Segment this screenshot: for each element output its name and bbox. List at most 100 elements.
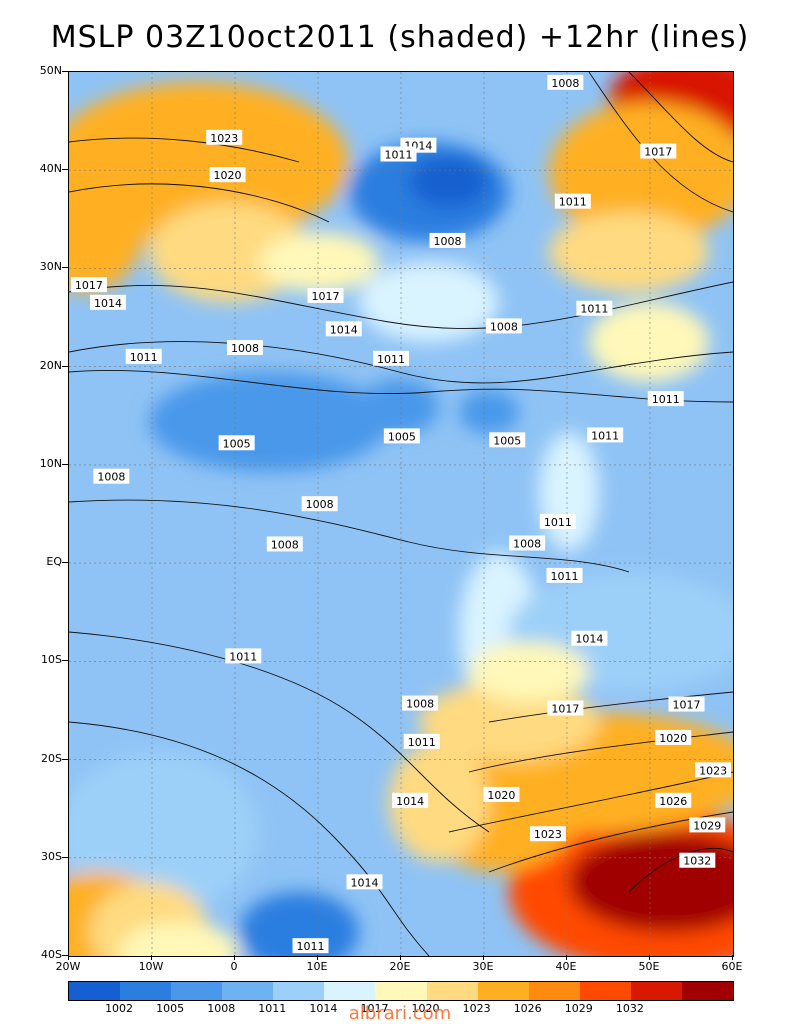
graticule — [69, 72, 733, 956]
contour-label-box — [679, 852, 716, 868]
longitude-tick — [317, 955, 318, 960]
watermark: albrari.com — [348, 1003, 452, 1024]
longitude-label: 20W — [55, 960, 81, 973]
contour-label-text: 1023 — [534, 828, 562, 841]
colorbar-segment — [375, 982, 427, 1000]
contour-label: 1014 — [392, 792, 429, 808]
latitude-label: 40S — [41, 948, 62, 961]
contour-label-box — [554, 193, 591, 209]
contour-label: 1017 — [668, 696, 705, 712]
contour-label: 1029 — [689, 817, 726, 833]
latitude-label: 50N — [39, 64, 62, 77]
latitude-label: 30S — [41, 849, 62, 863]
colorbar-segment — [273, 982, 325, 1000]
isobar-line — [69, 499, 630, 573]
contour-label-text: 1011 — [652, 393, 680, 406]
longitude-label: 40E — [555, 960, 577, 973]
contour-label-box — [307, 287, 344, 303]
contour-label-text: 1008 — [551, 77, 579, 90]
contour-label-box — [325, 321, 362, 337]
contour-label-text: 1008 — [433, 235, 461, 248]
contour-label: 1017 — [547, 700, 584, 716]
longitude-tick — [649, 955, 650, 960]
longitude-label: 60E — [721, 960, 743, 973]
contour-label-text: 1014 — [575, 633, 603, 646]
contour-label: 1017 — [640, 143, 677, 159]
longitude-tick — [151, 955, 152, 960]
contour-label: 1011 — [225, 648, 262, 664]
colorbar-segment — [681, 982, 734, 1000]
contour-label-text: 1011 — [408, 736, 436, 749]
contour-label-text: 1011 — [559, 196, 587, 209]
contour-label-box — [380, 146, 417, 162]
latitude-label: 10N — [39, 456, 62, 470]
contour-label: 1008 — [93, 468, 130, 484]
contour-label-text: 1011 — [551, 570, 579, 583]
colorbar-segment — [69, 982, 121, 1000]
contour-label-text: 1017 — [551, 702, 579, 715]
contour-label: 1032 — [679, 852, 716, 868]
colorbar-segment — [477, 982, 529, 1000]
contour-label: 1014 — [90, 294, 127, 310]
isobar-line — [488, 691, 733, 723]
contour-label-text: 1005 — [493, 434, 521, 447]
contour-label: 1008 — [301, 496, 338, 512]
contour-label-text: 1008 — [513, 537, 541, 550]
contour-label-box — [655, 729, 692, 745]
longitude-tick — [483, 955, 484, 960]
contour-label-text: 1014 — [350, 876, 378, 889]
isobar-line — [69, 369, 733, 403]
contour-label-box — [689, 817, 726, 833]
latitude-label: 20N — [39, 358, 62, 372]
contour-label: 1011 — [587, 427, 624, 443]
contour-label-box — [529, 826, 566, 842]
colorbar-label: 1005 — [156, 1002, 185, 1015]
contour-label: 1023 — [206, 129, 243, 145]
isobar-line — [628, 72, 733, 163]
contour-label: 1026 — [655, 792, 692, 808]
contour-label-box — [547, 700, 584, 716]
contour-label-box — [546, 567, 583, 583]
contour-label-box — [489, 432, 526, 448]
contour-label-box — [647, 391, 684, 407]
isobar-line — [69, 721, 430, 956]
contour-label-text: 1014 — [330, 323, 358, 336]
longitude-label: 30E — [472, 960, 494, 973]
contour-label-box — [392, 792, 429, 808]
contour-label: 1005 — [218, 435, 255, 451]
longitude-label: 20E — [389, 960, 411, 973]
contour-label-box — [373, 350, 410, 366]
contour-label-box — [266, 536, 303, 552]
contour-label: 1008 — [509, 535, 546, 551]
contour-label: 1023 — [529, 826, 566, 842]
contour-label-box — [539, 513, 576, 529]
contour-label-text: 1005 — [388, 430, 416, 443]
colorbar-segment — [630, 982, 682, 1000]
contour-label: 1011 — [403, 733, 440, 749]
contour-label-text: 1023 — [699, 764, 727, 777]
contour-label-box — [402, 695, 439, 711]
contour-label-text: 1011 — [377, 353, 405, 366]
contour-label-box — [209, 167, 246, 183]
contour-label-box — [485, 318, 522, 334]
contour-label-box — [70, 277, 107, 293]
isobar-line — [69, 631, 490, 833]
contour-label-box — [383, 428, 420, 444]
contour-label: 1011 — [125, 348, 162, 364]
latitude-label: 20S — [41, 751, 62, 765]
contour-label-box — [547, 74, 584, 90]
isobar-line — [69, 137, 300, 163]
contour-label-box — [218, 435, 255, 451]
contour-label-box — [301, 496, 338, 512]
contour-label-text: 1026 — [659, 795, 687, 808]
longitude-tick — [234, 955, 235, 960]
contour-label: 1011 — [554, 193, 591, 209]
contour-label-box — [509, 535, 546, 551]
contour-label-text: 1011 — [229, 650, 257, 663]
contour-label: 1005 — [383, 428, 420, 444]
contour-label: 1011 — [292, 938, 329, 954]
longitude-label: 10E — [306, 960, 328, 973]
latitude-tick — [62, 856, 68, 858]
contour-label: 1008 — [226, 340, 263, 356]
